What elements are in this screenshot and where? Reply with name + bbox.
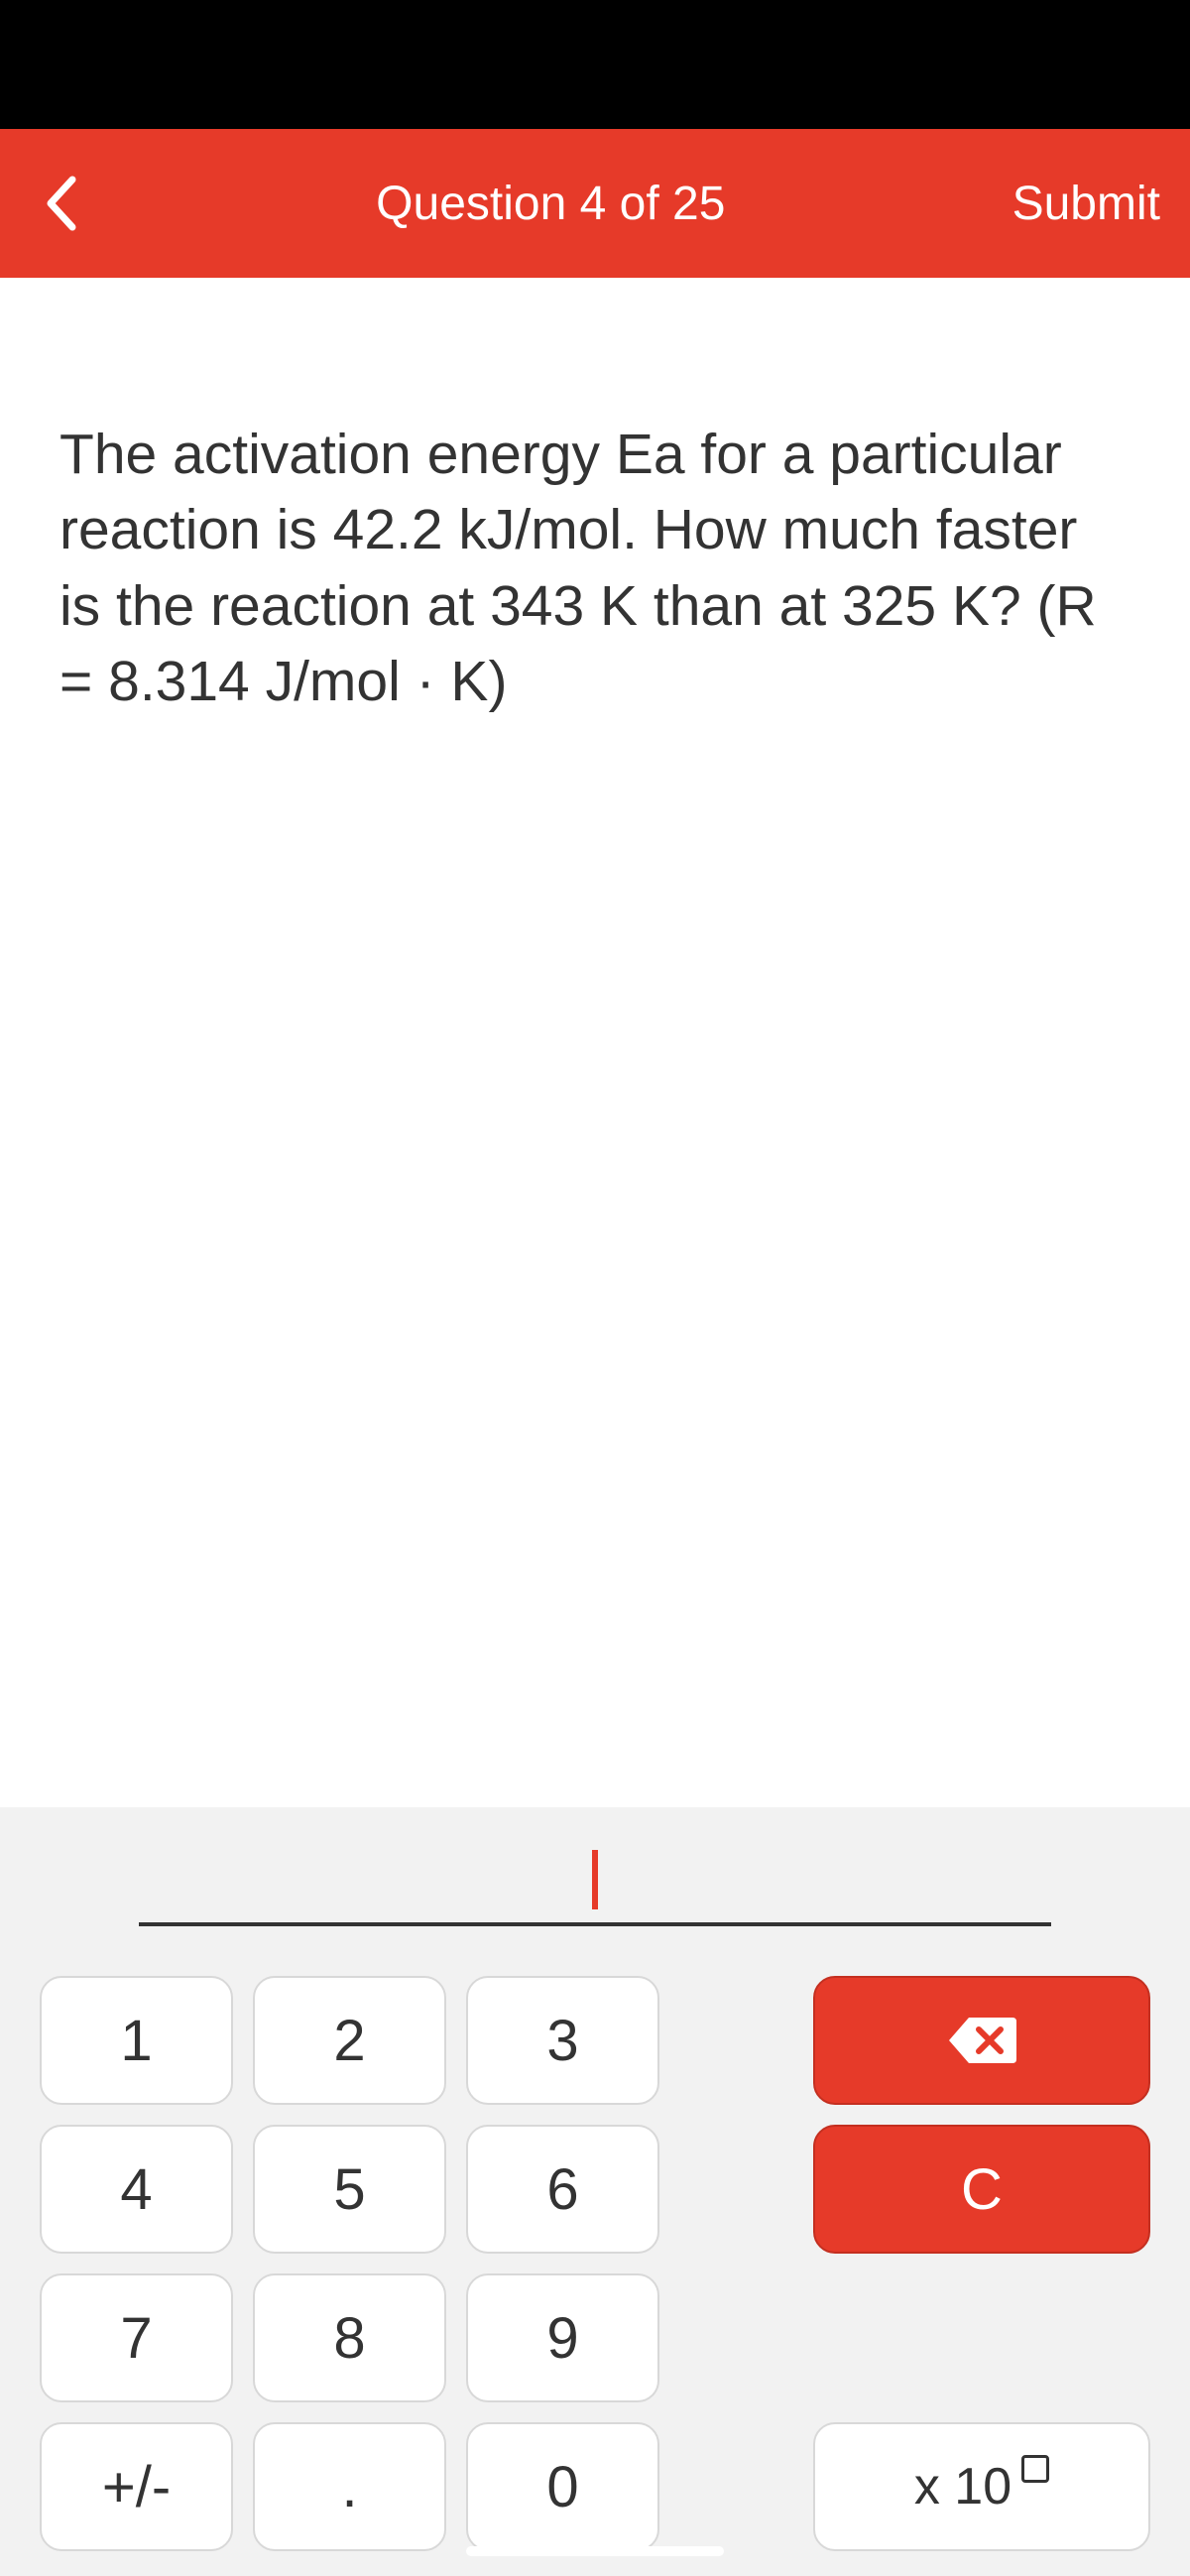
key-5[interactable]: 5 (253, 2125, 446, 2254)
key-3[interactable]: 3 (466, 1976, 659, 2105)
text-cursor (592, 1850, 598, 1909)
keypad: 1 2 3 4 5 6 C 7 8 9 +/- . 0 (40, 1976, 1150, 2551)
spacer (679, 1976, 793, 2105)
key-6[interactable]: 6 (466, 2125, 659, 2254)
key-plusminus[interactable]: +/- (40, 2422, 233, 2551)
exponent-button[interactable]: x 10 (813, 2422, 1150, 2551)
question-text: The activation energy Ea for a particula… (60, 417, 1130, 720)
spacer (813, 2273, 1150, 2402)
header: Question 4 of 25 Submit (0, 129, 1190, 278)
chevron-left-icon (43, 176, 76, 231)
content-area: The activation energy Ea for a particula… (0, 278, 1190, 1807)
key-dot[interactable]: . (253, 2422, 446, 2551)
exponent-box-icon (1021, 2455, 1049, 2483)
clear-button[interactable]: C (813, 2125, 1150, 2254)
spacer (679, 2125, 793, 2254)
answer-input[interactable] (139, 1837, 1051, 1926)
key-9[interactable]: 9 (466, 2273, 659, 2402)
backspace-icon (947, 2016, 1016, 2065)
back-button[interactable] (30, 174, 89, 233)
home-indicator[interactable] (466, 2546, 724, 2556)
key-4[interactable]: 4 (40, 2125, 233, 2254)
key-8[interactable]: 8 (253, 2273, 446, 2402)
submit-button[interactable]: Submit (1012, 177, 1160, 231)
key-1[interactable]: 1 (40, 1976, 233, 2105)
key-0[interactable]: 0 (466, 2422, 659, 2551)
backspace-button[interactable] (813, 1976, 1150, 2105)
keypad-area: 1 2 3 4 5 6 C 7 8 9 +/- . 0 (0, 1807, 1190, 2576)
spacer (679, 2422, 793, 2551)
exponent-label: x 10 (914, 2457, 1012, 2516)
key-2[interactable]: 2 (253, 1976, 446, 2105)
status-bar (0, 0, 1190, 129)
question-counter: Question 4 of 25 (376, 177, 725, 231)
key-7[interactable]: 7 (40, 2273, 233, 2402)
spacer (679, 2273, 793, 2402)
